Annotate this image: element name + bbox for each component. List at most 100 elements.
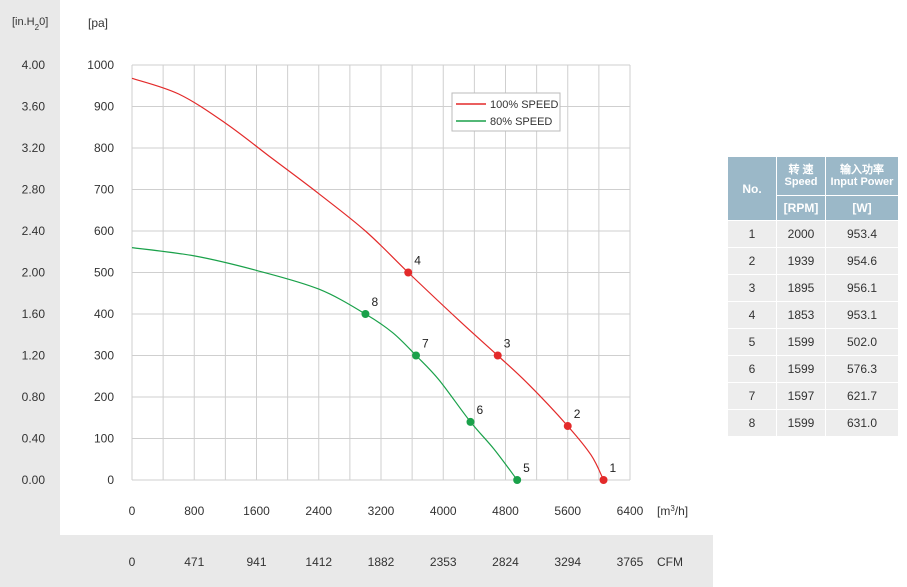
cfm-tick-label: 1882 <box>368 555 395 569</box>
table-row: 3 1895 956.1 <box>727 274 899 302</box>
pa-tick-label: 700 <box>94 183 114 197</box>
inh2o-tick-label: 3.20 <box>22 141 46 155</box>
row-no-cell: 4 <box>727 301 777 329</box>
row-power-cell: 621.7 <box>825 382 899 410</box>
operating-point-marker <box>404 268 413 277</box>
cfm-tick-label: 3765 <box>617 555 644 569</box>
flow-tick-label: 0 <box>129 504 136 518</box>
flow-tick-label: 800 <box>184 504 204 518</box>
table-row: 1 2000 953.4 <box>727 220 899 248</box>
inh2o-tick-label: 1.60 <box>22 307 46 321</box>
row-no-cell: 6 <box>727 355 777 383</box>
inh2o-axis-band <box>0 0 60 587</box>
operating-point-marker <box>563 422 572 431</box>
pa-tick-label: 900 <box>94 100 114 114</box>
cfm-tick-label: 0 <box>129 555 136 569</box>
cfm-axis-band <box>60 535 713 587</box>
flow-tick-label: 2400 <box>305 504 332 518</box>
pa-tick-label: 1000 <box>87 58 114 72</box>
operating-point-label: 1 <box>610 461 617 475</box>
row-power-cell: 576.3 <box>825 355 899 383</box>
table-row: 6 1599 576.3 <box>727 355 899 383</box>
flow-tick-label: 4800 <box>492 504 519 518</box>
row-no-cell: 1 <box>727 220 777 248</box>
legend-label: 100% SPEED <box>490 99 559 111</box>
flow-tick-label: 6400 <box>617 504 644 518</box>
row-power-cell: 956.1 <box>825 274 899 302</box>
row-power-cell: 953.1 <box>825 301 899 329</box>
inh2o-tick-label: 2.00 <box>22 266 46 280</box>
row-rpm-cell: 1599 <box>776 355 826 383</box>
operating-point-label: 7 <box>422 337 429 351</box>
pa-tick-label: 300 <box>94 349 114 363</box>
operating-point-label: 2 <box>574 407 581 421</box>
row-rpm-cell: 1939 <box>776 247 826 275</box>
operating-point-marker <box>513 476 522 484</box>
operating-point-label: 3 <box>504 337 511 351</box>
table-row: 8 1599 631.0 <box>727 409 899 437</box>
cfm-tick-label: 2824 <box>492 555 519 569</box>
flow-tick-label: 4000 <box>430 504 457 518</box>
inh2o-tick-label: 2.40 <box>22 224 46 238</box>
cfm-tick-label: 941 <box>246 555 266 569</box>
pa-tick-label: 800 <box>94 141 114 155</box>
operating-point-label: 4 <box>414 254 421 268</box>
row-no-cell: 5 <box>727 328 777 356</box>
header-w-unit: [W] <box>825 195 899 221</box>
table-row: 4 1853 953.1 <box>727 301 899 329</box>
series-80-speed-line <box>131 247 518 481</box>
flow-tick-label: 3200 <box>368 504 395 518</box>
header-input-power: 输入功率 Input Power <box>825 156 899 196</box>
axis-ticks: 100090080070060050040030020010004.003.60… <box>22 58 644 569</box>
row-power-cell: 954.6 <box>825 247 899 275</box>
operating-point-label: 6 <box>476 403 483 417</box>
row-power-cell: 502.0 <box>825 328 899 356</box>
operating-point-marker <box>599 476 608 484</box>
row-no-cell: 3 <box>727 274 777 302</box>
row-rpm-cell: 1895 <box>776 274 826 302</box>
performance-table: No. 转 速 Speed 输入功率 Input Power [RPM] [W] 1… <box>727 156 899 437</box>
row-power-cell: 631.0 <box>825 409 899 437</box>
row-no-cell: 8 <box>727 409 777 437</box>
pa-tick-label: 0 <box>107 473 114 487</box>
legend-box <box>451 92 561 132</box>
table-row: 2 1939 954.6 <box>727 247 899 275</box>
pa-tick-label: 100 <box>94 432 114 446</box>
inh2o-tick-label: 4.00 <box>22 58 46 72</box>
legend: 100% SPEED 80% SPEED <box>451 92 561 132</box>
pa-tick-label: 400 <box>94 307 114 321</box>
row-power-cell: 953.4 <box>825 220 899 248</box>
table-row: 5 1599 502.0 <box>727 328 899 356</box>
inh2o-tick-label: 0.80 <box>22 390 46 404</box>
row-no-cell: 7 <box>727 382 777 410</box>
flow-tick-label: 1600 <box>243 504 270 518</box>
table-row: 7 1597 621.7 <box>727 382 899 410</box>
row-rpm-cell: 1597 <box>776 382 826 410</box>
operating-point-label: 8 <box>371 295 378 309</box>
flow-unit-label: [m3/h] <box>657 504 688 519</box>
inh2o-tick-label: 2.80 <box>22 183 46 197</box>
inh2o-tick-label: 0.40 <box>22 432 46 446</box>
row-rpm-cell: 1853 <box>776 301 826 329</box>
legend-label: 80% SPEED <box>490 116 552 128</box>
operating-point-marker <box>466 417 475 426</box>
cfm-tick-label: 471 <box>184 555 204 569</box>
cfm-unit-label: CFM <box>657 555 683 569</box>
inh2o-tick-label: 1.20 <box>22 349 46 363</box>
pa-tick-label: 200 <box>94 390 114 404</box>
operating-point-marker <box>412 351 421 360</box>
grid <box>131 64 631 481</box>
header-speed: 转 速 Speed <box>776 156 826 196</box>
cfm-tick-label: 1412 <box>305 555 332 569</box>
row-rpm-cell: 1599 <box>776 409 826 437</box>
cfm-tick-label: 3294 <box>554 555 581 569</box>
series: 1 2 3 4 5 6 7 8 <box>131 77 617 484</box>
row-no-cell: 2 <box>727 247 777 275</box>
operating-point-marker <box>493 351 502 360</box>
pa-unit-label: [pa] <box>88 16 108 30</box>
inh2o-tick-label: 3.60 <box>22 100 46 114</box>
operating-point-label: 5 <box>523 461 530 475</box>
cfm-tick-label: 2353 <box>430 555 457 569</box>
pa-tick-label: 500 <box>94 266 114 280</box>
